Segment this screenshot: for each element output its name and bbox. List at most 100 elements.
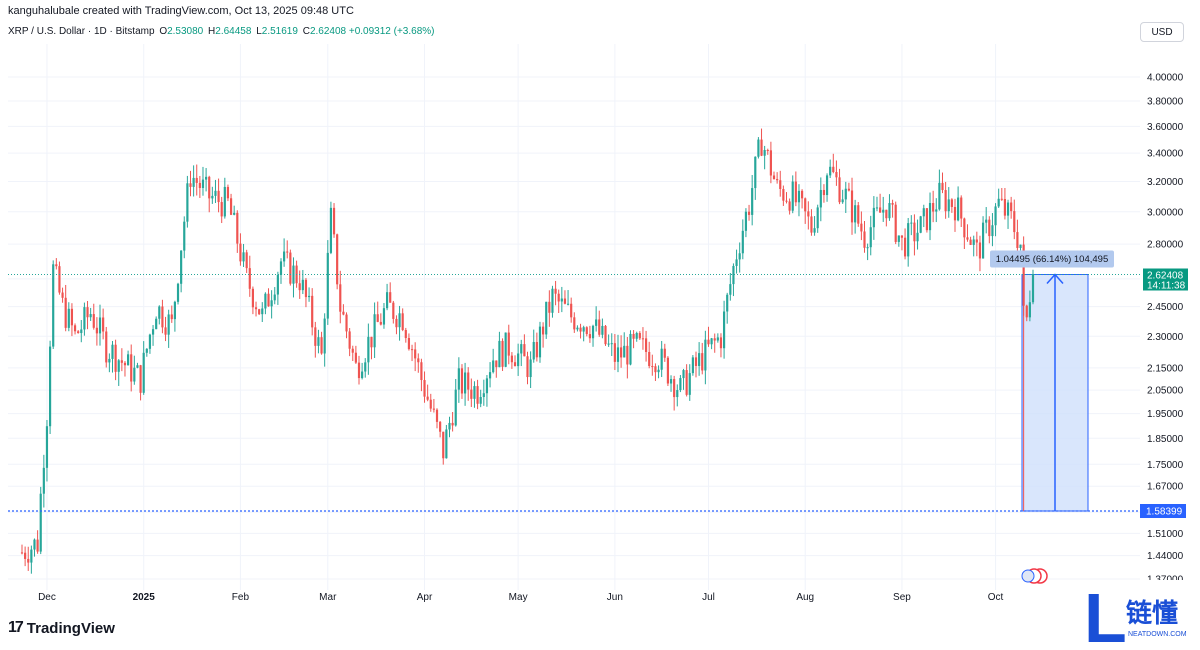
candle-body: [804, 198, 807, 212]
candle-body: [420, 362, 423, 381]
candle-body: [364, 362, 367, 372]
candle-body: [1000, 198, 1003, 200]
candle-body: [439, 421, 442, 432]
candle-body: [45, 426, 49, 468]
candle-body: [532, 341, 535, 360]
candle-body: [629, 333, 632, 365]
candle-body: [620, 347, 623, 358]
tradingview-mark-icon: 17: [8, 619, 24, 636]
x-tick-label: May: [509, 592, 528, 603]
candle-body: [361, 371, 364, 379]
candle-body: [435, 409, 439, 422]
candle-body: [932, 203, 935, 212]
candle-body: [953, 206, 957, 221]
candle-body: [108, 358, 111, 363]
candle-body: [476, 386, 479, 404]
y-tick-label: 1.75000: [1147, 460, 1184, 471]
candle-body: [810, 216, 813, 233]
candle-body: [348, 331, 351, 349]
candle-body: [813, 228, 816, 233]
candle-body: [61, 292, 64, 298]
candle-body: [885, 209, 888, 219]
candle-body: [850, 190, 854, 223]
candle-body: [48, 346, 52, 427]
symbol-legend[interactable]: XRP / U.S. Dollar · 1D · Bitstamp O2.530…: [8, 25, 435, 39]
candle-body: [1019, 244, 1022, 248]
candle-body: [545, 301, 548, 335]
candle-body: [342, 311, 345, 315]
candle-body: [969, 239, 972, 245]
candle-body: [757, 139, 760, 157]
candle-body: [772, 175, 776, 180]
candle-body: [760, 139, 763, 156]
y-tick-label: 2.05000: [1147, 386, 1184, 397]
close-label: C: [302, 26, 310, 37]
candle-body: [432, 408, 435, 410]
candle-body: [145, 348, 148, 353]
x-tick-label: Jul: [702, 592, 715, 603]
y-tick-label: 3.00000: [1147, 207, 1184, 218]
tradingview-logo[interactable]: 17 TradingView: [8, 618, 115, 638]
candle-body: [763, 150, 766, 156]
price-axis[interactable]: 4.00000 3.80000 3.60000 3.40000 3.20000 3.000…: [1147, 73, 1184, 586]
candle-body: [382, 308, 386, 325]
candle-body: [523, 344, 526, 357]
measure-tool[interactable]: [1021, 273, 1089, 512]
last-price-badge-bg: [1143, 268, 1188, 291]
candle-body: [975, 239, 978, 243]
candle-body: [454, 389, 457, 426]
neatdown-logo: L 链懂 NEATDOWN.COM: [1082, 580, 1200, 650]
candle-body: [301, 279, 304, 291]
flag-icon[interactable]: [1021, 568, 1048, 584]
symbol-name[interactable]: XRP / U.S. Dollar · 1D · Bitstamp: [8, 26, 155, 37]
candle-body: [320, 337, 323, 354]
candle-body: [735, 259, 738, 266]
candle-body: [1013, 211, 1016, 233]
candle-body: [1025, 305, 1028, 318]
candle-body: [563, 298, 567, 304]
candle-body: [903, 237, 907, 257]
candle-body: [857, 205, 860, 224]
candle-body: [769, 150, 772, 176]
candle-body: [978, 242, 982, 259]
candle-body: [64, 297, 67, 328]
candle-body: [844, 188, 847, 200]
candle-body: [566, 303, 570, 305]
candle-body: [482, 393, 485, 397]
candle-body: [648, 351, 651, 367]
time-axis[interactable]: Dec 2025 Feb Mar Apr May Jun Jul Aug Sep Oct: [38, 592, 1003, 603]
candle-body: [910, 222, 913, 224]
candle-body: [1016, 232, 1019, 248]
candle-body: [283, 251, 286, 262]
candle-body: [582, 327, 585, 332]
candle-body: [161, 306, 164, 328]
candle-body: [779, 180, 782, 189]
candle-body: [654, 366, 657, 373]
x-tick-label: Aug: [796, 592, 814, 603]
candle-body: [623, 345, 626, 358]
currency-button[interactable]: USD: [1140, 22, 1184, 42]
x-tick-label: Dec: [38, 592, 56, 603]
candle-body: [991, 225, 994, 237]
candle-body: [542, 326, 545, 335]
measure-label-bg: [990, 250, 1114, 268]
candle-body: [638, 333, 641, 339]
candle-body: [882, 209, 885, 213]
candle-body: [869, 227, 872, 248]
candle-body: [732, 265, 735, 285]
candle-body: [819, 189, 822, 208]
candle-body: [972, 239, 975, 245]
candle-body: [822, 189, 826, 196]
candle-body: [829, 166, 832, 176]
candle-body: [507, 332, 510, 356]
candle-body: [102, 317, 105, 332]
candle-body: [579, 327, 582, 332]
candle-body: [966, 237, 969, 240]
candle-body: [854, 205, 857, 223]
candle-body: [445, 429, 448, 459]
candle-body: [270, 300, 273, 307]
y-tick-label: 3.40000: [1147, 149, 1184, 160]
candle-body: [944, 190, 947, 212]
candle-body: [710, 338, 713, 345]
